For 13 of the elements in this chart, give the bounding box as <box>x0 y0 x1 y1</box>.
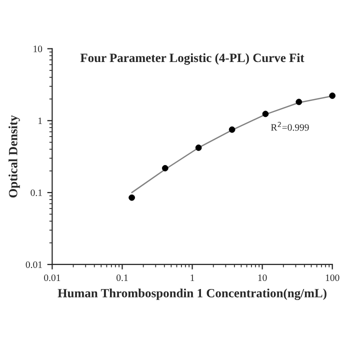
chart-title: Four Parameter Logistic (4-PL) Curve Fit <box>80 53 304 65</box>
y-axis-title: Optical Density <box>8 115 20 198</box>
x-tick-label: 0.01 <box>44 274 60 282</box>
y-tick-label: 0.1 <box>30 189 42 196</box>
y-tick-label: 0.01 <box>26 261 42 268</box>
x-tick-label: 0.1 <box>116 274 128 282</box>
x-tick-label: 100 <box>326 274 340 282</box>
x-tick-label: 1 <box>190 274 194 281</box>
annotation: R$^{2}$=0.999 <box>270 122 309 131</box>
y-tick-label: 1 <box>38 118 42 124</box>
x-axis-title: Human Thrombospondin 1 Concentration(ng/mL) <box>58 288 326 300</box>
y-tick-label: 10 <box>34 46 42 52</box>
x-tick-label: 10 <box>258 274 267 282</box>
